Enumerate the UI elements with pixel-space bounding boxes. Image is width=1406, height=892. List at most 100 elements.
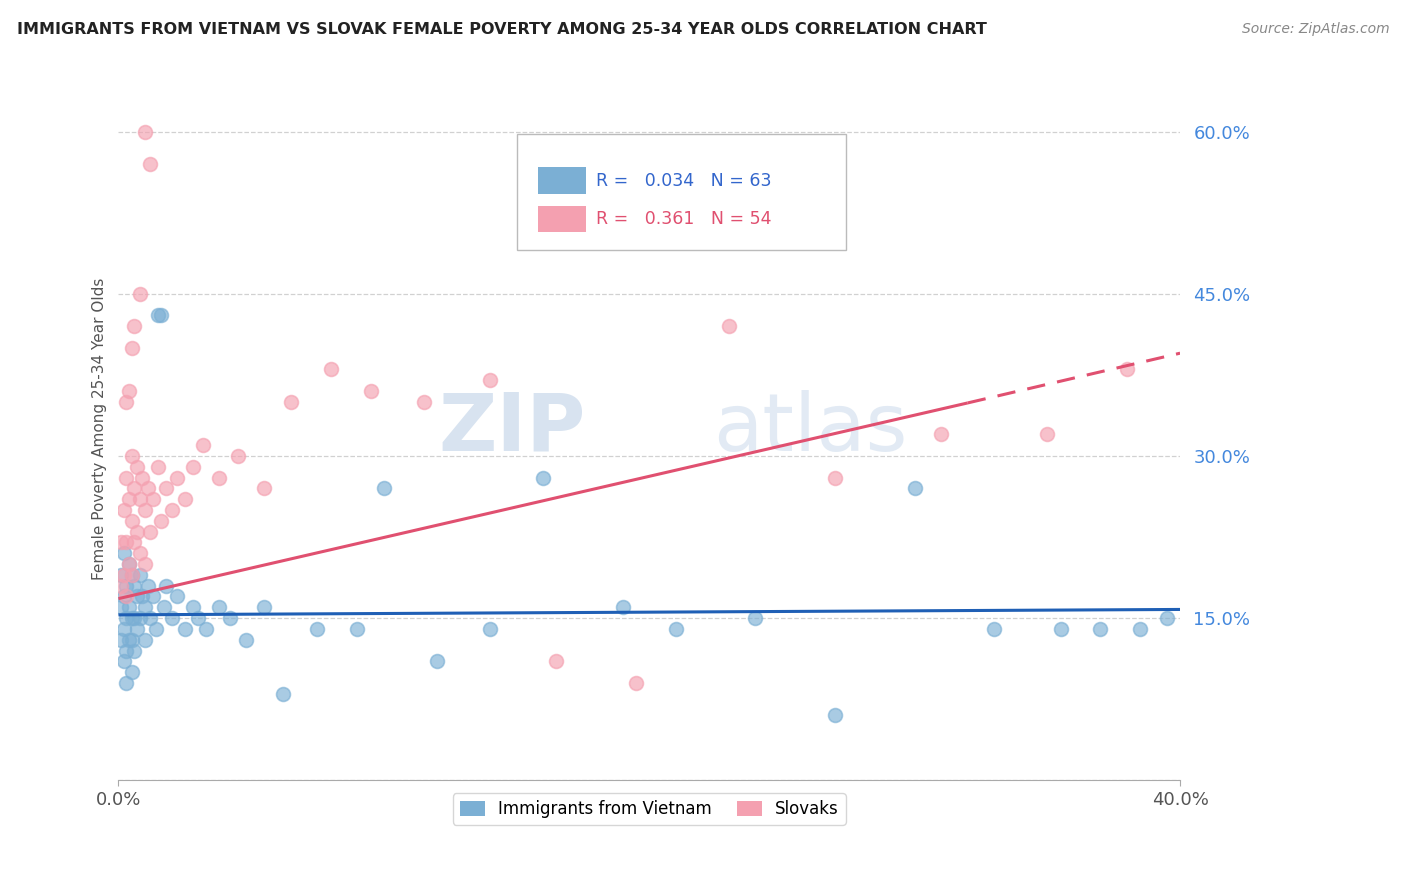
Point [112,503,135,517]
Point [160,503,183,517]
Point [115,676,138,690]
Point [824,708,846,723]
Point [148,459,170,474]
Point [173,622,195,636]
Point [155,579,177,593]
Point [131,590,153,604]
Point [118,557,141,571]
Point [219,611,242,625]
Point [1036,427,1059,442]
Point [124,481,146,495]
Point [360,384,382,398]
Point [115,579,138,593]
Point [142,492,165,507]
Text: Source: ZipAtlas.com: Source: ZipAtlas.com [1241,22,1389,37]
Point [744,611,766,625]
Point [112,546,135,560]
Point [124,319,146,334]
Point [128,286,150,301]
Point [134,600,156,615]
Point [173,492,195,507]
Point [226,449,249,463]
Point [110,579,132,593]
Point [139,157,162,171]
Point [115,470,138,484]
Text: R =   0.034   N = 63: R = 0.034 N = 63 [596,172,772,190]
Point [160,611,183,625]
Point [118,600,141,615]
Point [546,654,568,668]
Text: ZIP: ZIP [439,390,585,468]
Point [121,567,143,582]
Point [136,481,159,495]
Point [166,590,188,604]
Point [426,654,449,668]
Point [131,470,153,484]
Point [124,579,146,593]
Point [124,643,146,657]
Point [181,459,204,474]
Point [412,394,434,409]
Point [155,481,177,495]
Point [121,632,143,647]
Point [624,676,647,690]
Point [110,535,132,549]
Point [253,481,276,495]
Point [110,632,132,647]
Point [128,546,150,560]
Point [145,622,167,636]
Point [1156,611,1178,625]
Point [187,611,209,625]
Point [125,524,148,539]
Point [125,590,148,604]
Point [139,611,162,625]
Point [112,622,135,636]
FancyBboxPatch shape [537,205,585,232]
Y-axis label: Female Poverty Among 25-34 Year Olds: Female Poverty Among 25-34 Year Olds [93,277,107,580]
Point [134,632,156,647]
Point [1090,622,1112,636]
Point [115,394,138,409]
Point [118,492,141,507]
Point [195,622,218,636]
Point [152,600,174,615]
Point [983,622,1005,636]
Point [115,590,138,604]
Point [208,600,231,615]
Point [665,622,688,636]
Text: atlas: atlas [713,390,907,468]
Text: IMMIGRANTS FROM VIETNAM VS SLOVAK FEMALE POVERTY AMONG 25-34 YEAR OLDS CORRELATI: IMMIGRANTS FROM VIETNAM VS SLOVAK FEMALE… [17,22,987,37]
Point [115,643,138,657]
Point [280,394,302,409]
Point [149,309,172,323]
Point [134,124,156,138]
Point [139,524,162,539]
Point [128,492,150,507]
FancyBboxPatch shape [537,168,585,194]
Point [118,632,141,647]
Point [148,309,170,323]
Point [307,622,329,636]
Point [125,459,148,474]
Point [115,611,138,625]
Point [929,427,952,442]
Point [125,622,148,636]
Point [128,567,150,582]
Point [824,470,846,484]
Point [112,654,135,668]
Point [136,579,159,593]
FancyBboxPatch shape [516,134,845,250]
Point [346,622,368,636]
Point [1129,622,1152,636]
Point [166,470,188,484]
Point [121,665,143,680]
Point [112,567,135,582]
Point [118,384,141,398]
Point [115,535,138,549]
Point [235,632,257,647]
Point [121,567,143,582]
Point [253,600,276,615]
Point [319,362,342,376]
Point [121,611,143,625]
Point [271,687,294,701]
